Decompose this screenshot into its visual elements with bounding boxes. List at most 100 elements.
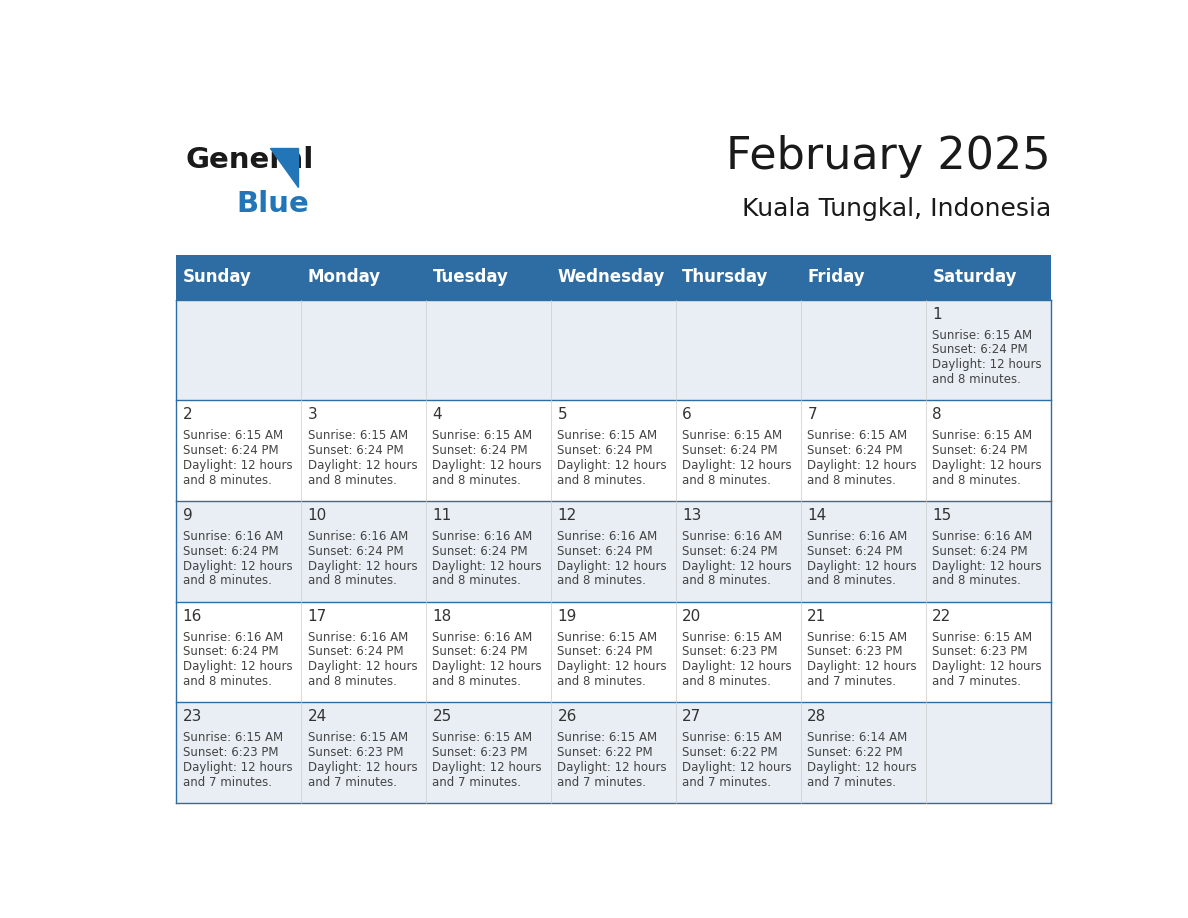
Text: Sunrise: 6:16 AM: Sunrise: 6:16 AM [557, 530, 658, 543]
Bar [801, 601, 925, 702]
Text: Sunset: 6:23 PM: Sunset: 6:23 PM [808, 645, 903, 658]
Bar [801, 400, 925, 501]
Text: Daylight: 12 hours: Daylight: 12 hours [183, 459, 292, 472]
Text: and 7 minutes.: and 7 minutes. [308, 776, 397, 789]
Text: 24: 24 [308, 710, 327, 724]
Bar [301, 702, 426, 803]
Text: Sunset: 6:24 PM: Sunset: 6:24 PM [682, 444, 778, 457]
Text: Sunset: 6:23 PM: Sunset: 6:23 PM [933, 645, 1028, 658]
Text: Sunrise: 6:16 AM: Sunrise: 6:16 AM [308, 631, 407, 644]
Text: Daylight: 12 hours: Daylight: 12 hours [308, 560, 417, 573]
Text: Sunrise: 6:16 AM: Sunrise: 6:16 AM [308, 530, 407, 543]
Bar [426, 601, 551, 702]
Bar [551, 299, 676, 400]
Text: Sunrise: 6:16 AM: Sunrise: 6:16 AM [432, 530, 532, 543]
Text: 3: 3 [308, 408, 317, 422]
Text: 15: 15 [933, 508, 952, 523]
Text: Sunrise: 6:16 AM: Sunrise: 6:16 AM [183, 631, 283, 644]
Text: Sunset: 6:24 PM: Sunset: 6:24 PM [808, 544, 903, 558]
Text: 2: 2 [183, 408, 192, 422]
Text: Sunset: 6:23 PM: Sunset: 6:23 PM [432, 746, 527, 759]
Text: Kuala Tungkal, Indonesia: Kuala Tungkal, Indonesia [741, 197, 1051, 221]
Text: and 8 minutes.: and 8 minutes. [682, 675, 771, 688]
Bar [176, 702, 301, 803]
Polygon shape [270, 148, 298, 186]
Text: and 7 minutes.: and 7 minutes. [808, 675, 896, 688]
Text: and 8 minutes.: and 8 minutes. [432, 675, 522, 688]
Text: and 7 minutes.: and 7 minutes. [933, 675, 1022, 688]
Text: Sunrise: 6:15 AM: Sunrise: 6:15 AM [432, 732, 532, 744]
Text: Sunset: 6:24 PM: Sunset: 6:24 PM [808, 444, 903, 457]
Bar [551, 501, 676, 601]
Text: Sunrise: 6:16 AM: Sunrise: 6:16 AM [933, 530, 1032, 543]
Bar [676, 501, 801, 601]
Text: 4: 4 [432, 408, 442, 422]
Text: Daylight: 12 hours: Daylight: 12 hours [933, 459, 1042, 472]
Text: Sunrise: 6:15 AM: Sunrise: 6:15 AM [808, 430, 908, 442]
Text: Sunset: 6:24 PM: Sunset: 6:24 PM [432, 444, 529, 457]
Text: 28: 28 [808, 710, 827, 724]
Text: Daylight: 12 hours: Daylight: 12 hours [308, 459, 417, 472]
Text: Sunrise: 6:15 AM: Sunrise: 6:15 AM [308, 732, 407, 744]
Text: Sunrise: 6:15 AM: Sunrise: 6:15 AM [933, 631, 1032, 644]
Bar [676, 702, 801, 803]
Text: Sunrise: 6:15 AM: Sunrise: 6:15 AM [432, 430, 532, 442]
Text: Sunset: 6:24 PM: Sunset: 6:24 PM [308, 544, 403, 558]
Text: Daylight: 12 hours: Daylight: 12 hours [808, 660, 917, 673]
Bar [176, 255, 1051, 258]
Text: and 7 minutes.: and 7 minutes. [432, 776, 522, 789]
Text: Daylight: 12 hours: Daylight: 12 hours [933, 560, 1042, 573]
Text: 6: 6 [682, 408, 693, 422]
Bar [176, 601, 301, 702]
Text: and 8 minutes.: and 8 minutes. [933, 575, 1022, 588]
Text: 20: 20 [682, 609, 702, 623]
Text: 7: 7 [808, 408, 817, 422]
Bar [301, 601, 426, 702]
Text: 8: 8 [933, 408, 942, 422]
Text: Sunrise: 6:16 AM: Sunrise: 6:16 AM [808, 530, 908, 543]
Text: Daylight: 12 hours: Daylight: 12 hours [183, 761, 292, 774]
Text: Sunset: 6:24 PM: Sunset: 6:24 PM [557, 645, 653, 658]
Bar [925, 400, 1051, 501]
Text: Sunday: Sunday [183, 268, 252, 286]
Bar [676, 601, 801, 702]
Text: 22: 22 [933, 609, 952, 623]
Text: Daylight: 12 hours: Daylight: 12 hours [432, 660, 542, 673]
Text: 14: 14 [808, 508, 827, 523]
Text: 1: 1 [933, 307, 942, 321]
Bar [301, 299, 426, 400]
Text: and 7 minutes.: and 7 minutes. [682, 776, 771, 789]
Text: Sunset: 6:24 PM: Sunset: 6:24 PM [682, 544, 778, 558]
Text: Sunset: 6:24 PM: Sunset: 6:24 PM [183, 544, 278, 558]
Text: Daylight: 12 hours: Daylight: 12 hours [682, 660, 792, 673]
Text: and 8 minutes.: and 8 minutes. [557, 474, 646, 487]
Text: Sunset: 6:23 PM: Sunset: 6:23 PM [183, 746, 278, 759]
Text: and 8 minutes.: and 8 minutes. [933, 373, 1022, 386]
Text: Monday: Monday [308, 268, 380, 286]
Bar [426, 299, 551, 400]
Text: 12: 12 [557, 508, 576, 523]
Text: Daylight: 12 hours: Daylight: 12 hours [933, 358, 1042, 371]
Text: Daylight: 12 hours: Daylight: 12 hours [557, 761, 666, 774]
Text: 19: 19 [557, 609, 577, 623]
Text: and 7 minutes.: and 7 minutes. [557, 776, 646, 789]
Text: Sunrise: 6:15 AM: Sunrise: 6:15 AM [682, 732, 783, 744]
Text: Sunset: 6:22 PM: Sunset: 6:22 PM [682, 746, 778, 759]
Text: 25: 25 [432, 710, 451, 724]
Text: and 8 minutes.: and 8 minutes. [308, 675, 397, 688]
Text: Daylight: 12 hours: Daylight: 12 hours [682, 560, 792, 573]
Bar [551, 601, 676, 702]
Text: Daylight: 12 hours: Daylight: 12 hours [808, 459, 917, 472]
Text: and 7 minutes.: and 7 minutes. [808, 776, 896, 789]
Text: Sunrise: 6:15 AM: Sunrise: 6:15 AM [808, 631, 908, 644]
Text: Sunrise: 6:15 AM: Sunrise: 6:15 AM [308, 430, 407, 442]
Bar [426, 501, 551, 601]
Bar [801, 702, 925, 803]
Bar [176, 255, 1051, 299]
Bar [925, 601, 1051, 702]
Text: Sunset: 6:23 PM: Sunset: 6:23 PM [308, 746, 403, 759]
Text: Sunset: 6:24 PM: Sunset: 6:24 PM [933, 544, 1028, 558]
Text: 16: 16 [183, 609, 202, 623]
Text: Daylight: 12 hours: Daylight: 12 hours [682, 459, 792, 472]
Text: Daylight: 12 hours: Daylight: 12 hours [808, 560, 917, 573]
